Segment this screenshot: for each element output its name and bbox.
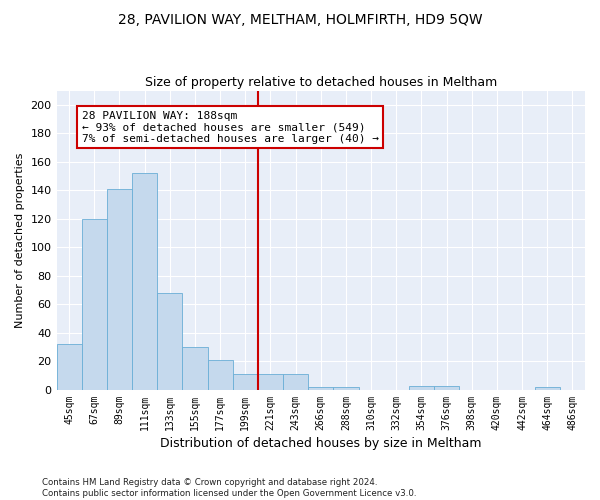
Bar: [182, 347, 208, 390]
Bar: [334, 387, 359, 390]
Bar: [157, 293, 182, 390]
Bar: [56, 344, 82, 390]
X-axis label: Distribution of detached houses by size in Meltham: Distribution of detached houses by size …: [160, 437, 482, 450]
Bar: [283, 374, 308, 390]
Bar: [233, 374, 258, 390]
Text: Contains HM Land Registry data © Crown copyright and database right 2024.
Contai: Contains HM Land Registry data © Crown c…: [42, 478, 416, 498]
Bar: [132, 174, 157, 390]
Bar: [535, 387, 560, 390]
Bar: [208, 360, 233, 390]
Bar: [82, 219, 107, 390]
Y-axis label: Number of detached properties: Number of detached properties: [15, 152, 25, 328]
Bar: [107, 189, 132, 390]
Bar: [308, 387, 334, 390]
Text: 28, PAVILION WAY, MELTHAM, HOLMFIRTH, HD9 5QW: 28, PAVILION WAY, MELTHAM, HOLMFIRTH, HD…: [118, 12, 482, 26]
Bar: [434, 386, 459, 390]
Title: Size of property relative to detached houses in Meltham: Size of property relative to detached ho…: [145, 76, 497, 90]
Bar: [258, 374, 283, 390]
Bar: [409, 386, 434, 390]
Text: 28 PAVILION WAY: 188sqm
← 93% of detached houses are smaller (549)
7% of semi-de: 28 PAVILION WAY: 188sqm ← 93% of detache…: [82, 110, 379, 144]
